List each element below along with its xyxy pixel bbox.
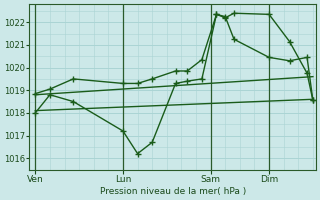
X-axis label: Pression niveau de la mer( hPa ): Pression niveau de la mer( hPa ) xyxy=(100,187,246,196)
